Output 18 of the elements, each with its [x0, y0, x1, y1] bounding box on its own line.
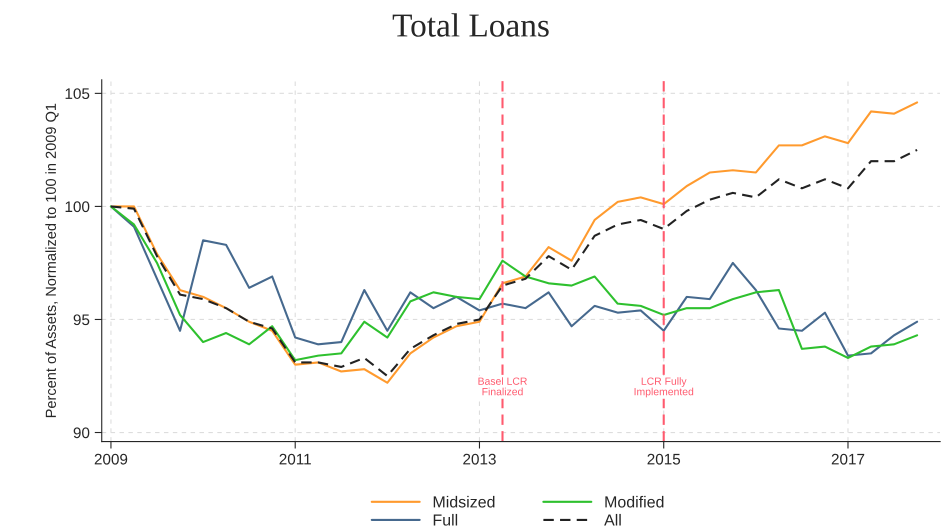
- y-tick-label: 90: [74, 427, 90, 438]
- legend-label: Midsized: [434, 496, 494, 508]
- x-tick-label: 2009: [94, 454, 128, 465]
- chart-title: Total Loans: [392, 13, 549, 37]
- x-tick-label: 2011: [280, 454, 311, 465]
- y-axis-title: Percent of Assets, Normalized to 100 in 2009 Q1: [45, 104, 59, 418]
- y-tick-label: 95: [74, 314, 90, 326]
- legend-label: Full: [434, 514, 458, 526]
- legend-label: Modified: [605, 496, 664, 508]
- x-tick-label: 2013: [463, 454, 496, 465]
- x-tick-label: 2015: [648, 454, 680, 465]
- legend-label: All: [604, 514, 621, 526]
- y-tick-label: 100: [66, 201, 90, 212]
- ref-line-label: Basel LCR Finalized: [478, 377, 527, 396]
- x-tick-label: 2017: [832, 454, 864, 465]
- ref-line-label: LCR Fully Implemented: [634, 377, 694, 398]
- y-tick-label: 105: [66, 88, 90, 100]
- line-series: [110, 148, 918, 378]
